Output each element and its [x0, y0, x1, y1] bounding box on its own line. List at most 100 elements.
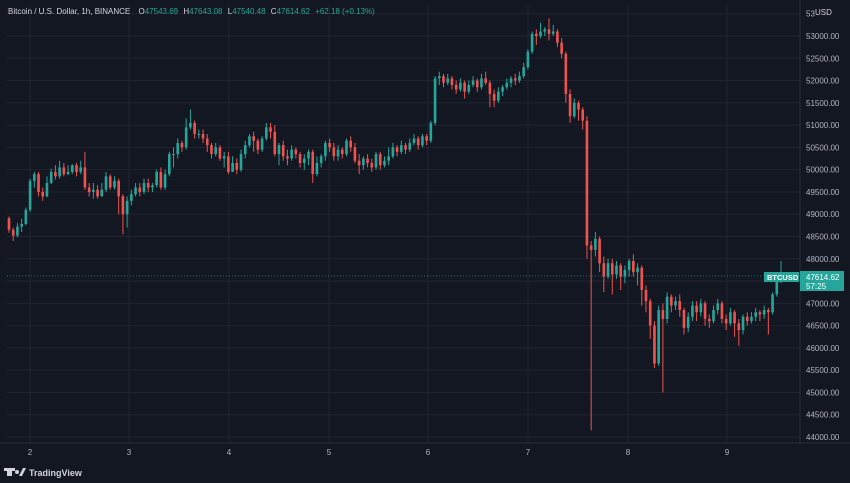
candle-body [623, 269, 627, 277]
candle-body [492, 93, 496, 101]
low-value: 47540.48 [232, 7, 266, 16]
candle-body [383, 160, 386, 166]
candle-body [28, 180, 32, 210]
price-tick-label: 46000.00 [806, 344, 840, 353]
candle-body [750, 316, 753, 322]
candle-body [716, 303, 720, 311]
candle-body [366, 158, 369, 163]
candle-body [640, 267, 644, 290]
candle-body [248, 136, 251, 146]
candle-body [691, 305, 694, 317]
candle-body [201, 134, 205, 139]
candle-body [416, 138, 420, 146]
price-tick-label: 51000.00 [806, 121, 840, 130]
candle-body [442, 76, 445, 83]
candle-body [606, 263, 610, 277]
candle-body [315, 162, 319, 175]
open-value: 47543.69 [145, 7, 179, 16]
time-axis[interactable]: 2 3 4 5 6 7 8 9 [28, 448, 730, 457]
candle-body [357, 160, 361, 166]
price-tag-bg [800, 271, 844, 291]
price-tick-label: 51500.00 [806, 99, 840, 108]
candle-body [260, 138, 264, 150]
candle-body [374, 154, 378, 168]
candle-body [703, 303, 707, 319]
candle-body [302, 158, 306, 163]
candle-body [446, 78, 450, 83]
candle-body [281, 145, 285, 157]
candle-body [682, 310, 686, 328]
candle-body [92, 189, 95, 192]
price-tick-label: 49000.00 [806, 210, 840, 219]
price-tick-label: 44500.00 [806, 411, 840, 420]
candle-body [7, 218, 11, 230]
candle-body [205, 138, 209, 146]
candle-body [539, 31, 542, 36]
candle-body [62, 167, 66, 175]
candle-body [581, 109, 585, 121]
price-tick-label: 48000.00 [806, 255, 840, 264]
price-tick-label: 46500.00 [806, 322, 840, 331]
price-tick-label: 48500.00 [806, 233, 840, 242]
time-tick-label: 8 [626, 448, 631, 457]
candle-body [484, 78, 488, 83]
candle-body [433, 78, 437, 123]
change-value: +62.18 (+0.13%) [315, 7, 375, 16]
candle-body [767, 310, 770, 313]
candle-body [239, 154, 243, 170]
candle-body [324, 142, 327, 157]
candle-body [311, 151, 315, 175]
candle-body [632, 261, 635, 273]
tradingview-logo[interactable]: TradingView [4, 468, 83, 478]
low-label: L [228, 7, 233, 16]
candle-body [294, 149, 298, 155]
candle-body [670, 296, 673, 306]
candle-body [463, 82, 466, 92]
candle-body [627, 261, 631, 270]
candle-body [370, 162, 374, 168]
candle-body [49, 171, 53, 184]
candle-body [560, 42, 563, 54]
candle-body [741, 316, 745, 331]
candle-body [636, 267, 639, 273]
candle-body [87, 187, 91, 192]
price-axis[interactable]: 44000.00 44500.00 45000.00 45500.00 46000.00… [806, 10, 840, 442]
candle-body [218, 147, 222, 159]
candle-body [142, 183, 146, 192]
price-tick-label: 52000.00 [806, 77, 840, 86]
candle-body [193, 122, 196, 135]
candle-body [16, 226, 19, 236]
candle-body [235, 162, 239, 170]
candle-body [568, 93, 572, 117]
candle-body [336, 149, 340, 157]
candle-body [96, 189, 99, 197]
candle-body [222, 156, 226, 159]
candle-body [134, 187, 137, 195]
candles[interactable] [7, 18, 783, 431]
candle-body [526, 51, 530, 68]
candle-body [577, 102, 580, 110]
candle-body [522, 67, 525, 77]
candle-body [475, 80, 479, 88]
time-tick-label: 5 [327, 448, 332, 457]
candle-body [589, 245, 593, 250]
candle-body [758, 312, 762, 315]
candle-body [20, 224, 23, 227]
candle-body [349, 140, 353, 148]
candle-body [745, 316, 749, 322]
candle-body [653, 325, 656, 364]
candle-body [501, 87, 504, 92]
price-tick-label: 53000.00 [806, 32, 840, 41]
candle-body [41, 191, 45, 197]
candle-body [720, 303, 724, 319]
candle-body [319, 156, 323, 163]
price-tick-label: 47000.00 [806, 299, 840, 308]
candle-body [121, 196, 125, 215]
candle-body [556, 31, 559, 43]
candle-body [391, 147, 395, 157]
candle-body [273, 131, 277, 155]
candle-body [231, 162, 234, 172]
currency-label[interactable]: USD [815, 8, 832, 17]
candle-body [66, 171, 70, 175]
